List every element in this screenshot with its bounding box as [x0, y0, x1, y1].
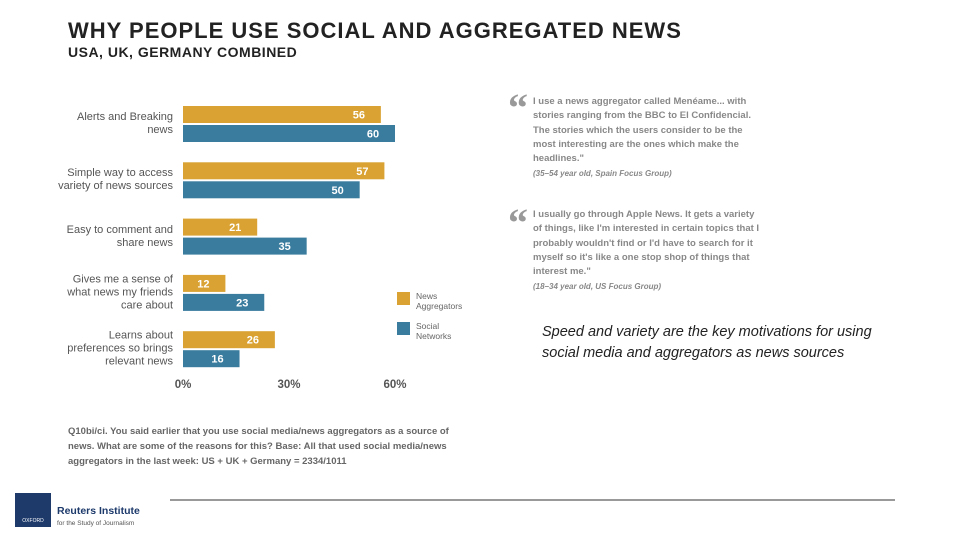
crest-text: OXFORD [22, 518, 44, 524]
data-label: 12 [197, 278, 209, 290]
data-label: 56 [353, 110, 365, 122]
quote-mark: “ [508, 85, 528, 130]
data-label: 21 [229, 222, 241, 234]
crest [15, 493, 51, 527]
logo-name: Reuters Institute [57, 505, 140, 517]
takeaway: Speed and variety are the key motivation… [542, 324, 872, 361]
x-tick-label: 0% [175, 379, 192, 391]
category-label: Learns about preferences so brings relev… [67, 329, 173, 368]
bar [183, 181, 360, 199]
category-label: Easy to comment and share news [66, 223, 173, 249]
data-label: 26 [247, 335, 259, 347]
legend-swatch [397, 292, 410, 305]
x-tick-label: 30% [277, 379, 300, 391]
slide-title: WHY PEOPLE USE SOCIAL AND AGGREGATED NEW… [68, 18, 682, 43]
data-label: 50 [332, 185, 344, 197]
x-tick-label: 60% [383, 379, 406, 391]
category-label: Alerts and Breaking news [77, 111, 173, 136]
legend-label: News Aggregators [416, 291, 463, 311]
bar [183, 125, 395, 142]
data-label: 57 [356, 166, 368, 178]
bar [183, 293, 265, 311]
logo-tagline: for the Study of Journalism [57, 520, 134, 527]
footnote: Q10bi/ci. You said earlier that you use … [68, 426, 449, 467]
quote-source: (18–34 year old, US Focus Group) [533, 282, 662, 292]
legend-label: Social Networks [416, 321, 452, 341]
bar [183, 218, 258, 236]
quote-text: I use a news aggregator called Menéame..… [533, 96, 751, 165]
quote: I use a news aggregator called Menéame..… [533, 95, 765, 178]
data-label: 16 [211, 354, 223, 366]
quote-text: I usually go through Apple News. It gets… [533, 209, 760, 278]
data-label: 60 [367, 129, 379, 141]
bar [183, 162, 385, 180]
slide-subtitle: USA, UK, GERMANY COMBINED [68, 44, 298, 60]
data-label: 23 [236, 297, 248, 309]
legend-swatch [397, 322, 410, 335]
category-label: Gives me a sense of what news my friends… [67, 273, 173, 312]
quote: I usually go through Apple News. It gets… [533, 208, 765, 291]
data-label: 35 [279, 241, 291, 253]
quote-mark: “ [508, 200, 528, 245]
bar [183, 237, 307, 255]
category-label: Simple way to access variety of news sou… [58, 167, 173, 193]
bar [183, 106, 381, 123]
bar [183, 274, 226, 292]
quote-source: (35–54 year old, Spain Focus Group) [533, 169, 672, 179]
bar [183, 350, 240, 368]
bar [183, 331, 275, 349]
